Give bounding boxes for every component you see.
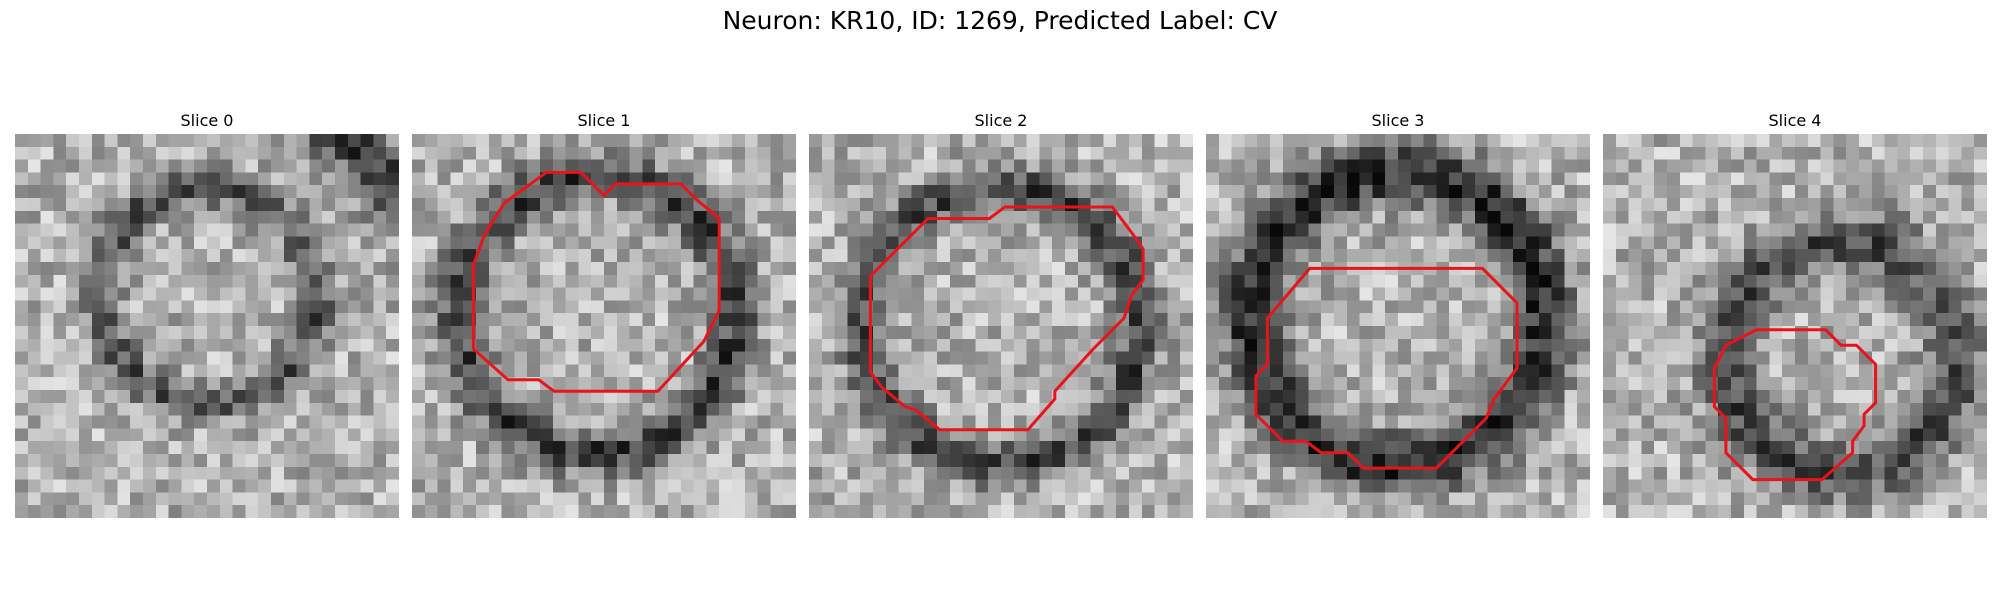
microscopy-image [809, 134, 1193, 518]
segmentation-contour [868, 205, 1145, 432]
slice-panel-3: Slice 3 [1206, 108, 1590, 518]
slice-title: Slice 1 [577, 111, 631, 130]
figure-title: Neuron: KR10, ID: 1269, Predicted Label:… [722, 6, 1278, 35]
microscopy-image [15, 134, 399, 518]
segmentation-overlay [471, 170, 721, 393]
slice-title: Slice 4 [1768, 111, 1822, 130]
slice-panel-0: Slice 0 [15, 108, 399, 518]
microscopy-image [1603, 134, 1987, 518]
microscopy-image [1206, 134, 1590, 518]
segmentation-contour [1254, 266, 1519, 470]
slice-title: Slice 0 [180, 111, 234, 130]
slice-title: Slice 3 [1371, 111, 1425, 130]
segmentation-contour [471, 170, 721, 393]
slice-title: Slice 2 [974, 111, 1028, 130]
segmentation-overlay [15, 134, 399, 518]
segmentation-overlay [1712, 328, 1878, 482]
microscopy-image [412, 134, 796, 518]
segmentation-overlay [868, 205, 1145, 432]
slice-panel-4: Slice 4 [1603, 108, 1987, 518]
segmentation-contour [1712, 328, 1878, 482]
slice-panel-2: Slice 2 [809, 108, 1193, 518]
segmentation-overlay [1254, 266, 1519, 470]
slice-panel-1: Slice 1 [412, 108, 796, 518]
